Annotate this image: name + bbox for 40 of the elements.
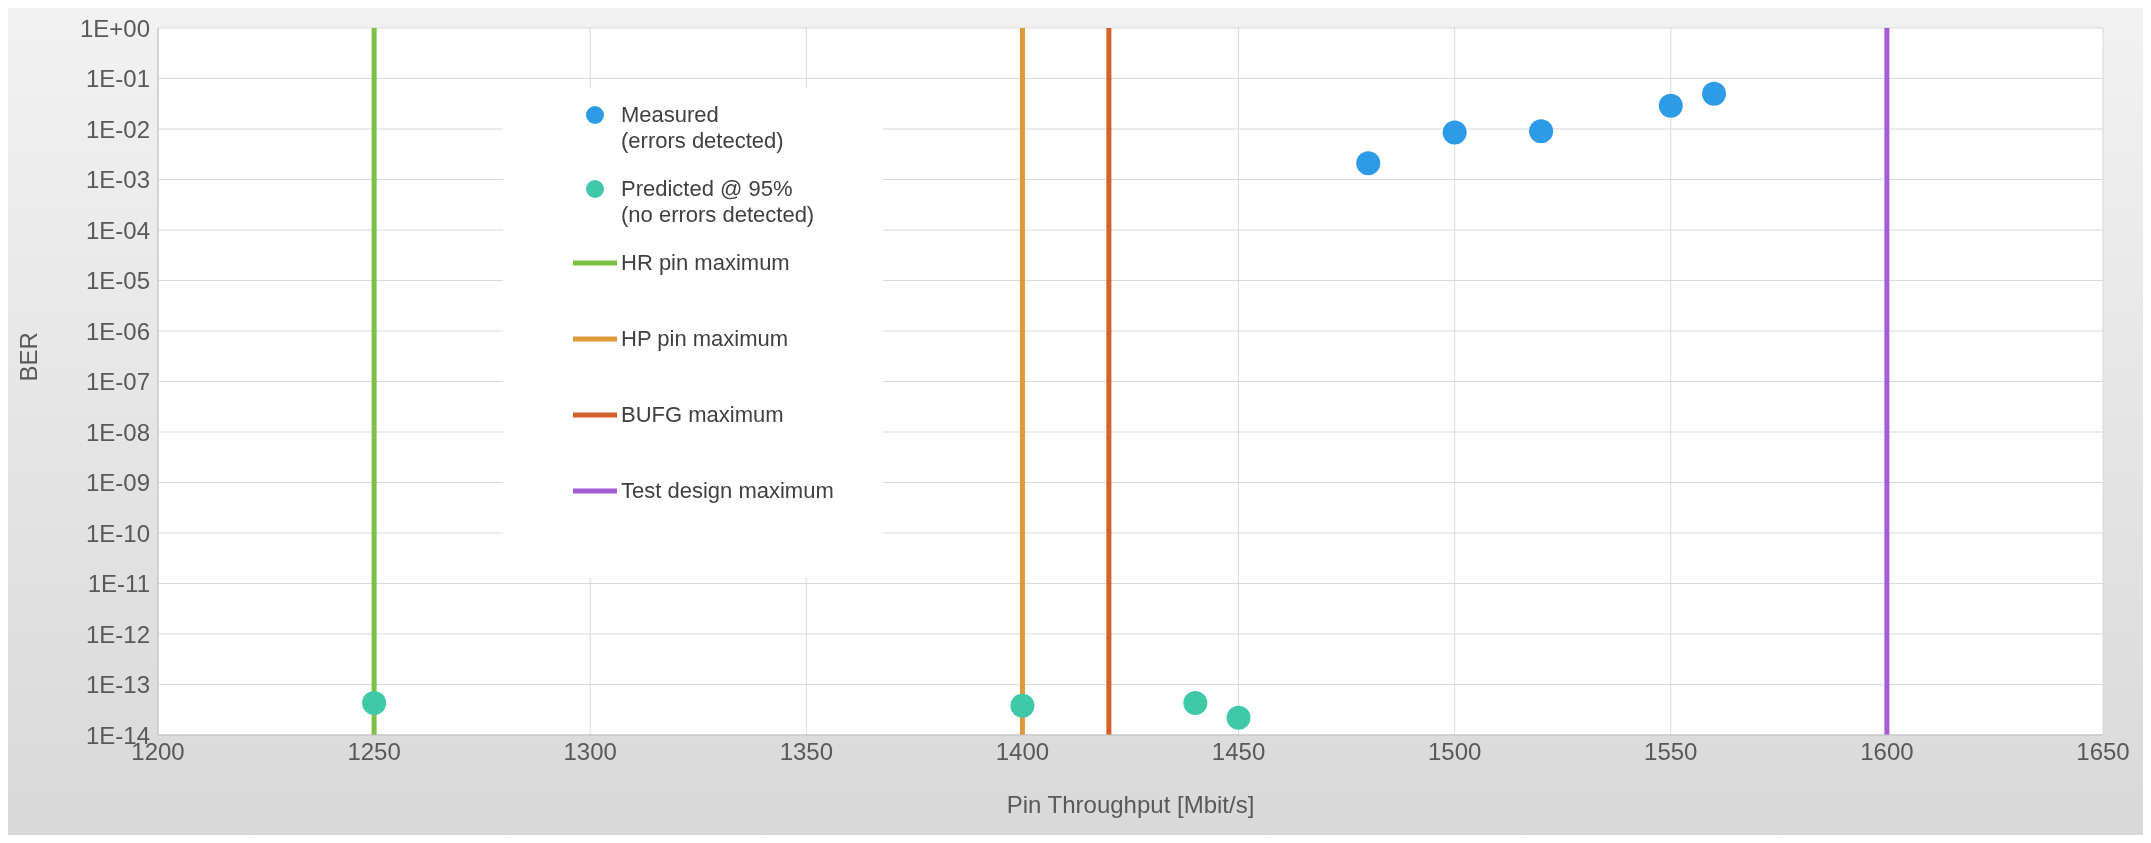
legend-label: BUFG maximum [621,402,784,428]
y-tick-label: 1E-12 [85,620,150,648]
x-tick-label: 1500 [1427,738,1482,766]
x-tick-label: 1650 [2076,738,2130,766]
y-tick-label: 1E-08 [85,418,150,446]
legend-label: Test design maximum [621,478,834,504]
y-tick-label: 1E-02 [85,115,150,143]
point [1702,81,1726,106]
y-tick-label: 1E-01 [85,65,150,93]
x-tick-label: 1400 [995,738,1050,766]
point [1442,120,1467,145]
y-tick-label: 1E-06 [85,317,150,345]
legend-label: Measured (errors detected) [621,102,784,154]
point [1529,119,1554,144]
x-tick-label: 1550 [1644,738,1698,766]
y-tick-label: 1E+00 [79,14,150,42]
point [1658,93,1683,118]
y-tick-label: 1E-09 [85,469,150,497]
y-tick-label: 1E-11 [87,570,150,598]
y-tick-label: 1E-10 [85,519,150,547]
point [1226,705,1251,730]
y-tick-label: 1E-05 [85,267,150,295]
legend-label: HR pin maximum [621,250,790,276]
point [1183,691,1208,716]
y-tick-label: 1E-13 [85,671,150,699]
x-tick-label: 1300 [563,738,617,766]
x-tick-label: 1250 [347,738,401,766]
point [362,691,387,716]
point [1010,693,1035,718]
legend-label: HP pin maximum [621,326,789,352]
x-axis-title: Pin Throughput [Mbit/s] [1006,791,1255,818]
y-tick-label: 1E-03 [85,166,150,194]
x-tick-label: 1350 [779,738,834,766]
x-tick-label: 1450 [1211,738,1266,766]
x-tick-label: 1600 [1860,738,1914,766]
point [1356,151,1381,176]
y-tick-label: 1E-04 [85,216,150,244]
legend-label: Predicted @ 95% (no errors detected) [621,176,815,228]
y-axis-title: BER [14,332,42,382]
y-tick-label: 1E-07 [85,368,150,396]
